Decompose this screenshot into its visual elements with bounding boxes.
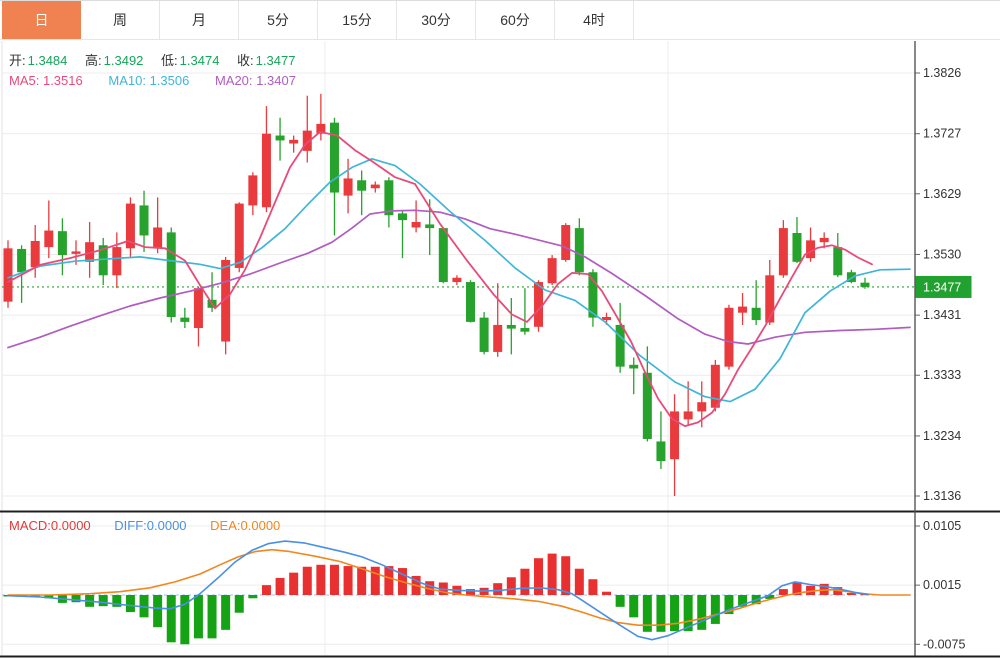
chart-area: 1.3826 1.3727 1.3629 1.3530 1.3431 1.3333 1.32… — [0, 40, 1000, 659]
tab-周[interactable]: 周 — [81, 1, 160, 39]
price-axis-label: 1.3629 — [923, 187, 961, 201]
price-axis-label: 1.3727 — [923, 127, 961, 141]
macd-axis-label: 0.0015 — [923, 578, 961, 592]
tab-30分[interactable]: 30分 — [397, 1, 476, 39]
period-toolbar: 日周月 5分 15分 30分 60分 4时 — [0, 1, 1000, 40]
current-price-badge — [915, 275, 972, 298]
tab-月[interactable]: 月 — [160, 1, 239, 39]
price-axis-label: 1.3826 — [923, 66, 961, 80]
price-axis-label: 1.3431 — [923, 308, 961, 322]
macd-axis-label: 0.0105 — [923, 519, 961, 533]
macd-axis-label: -0.0075 — [923, 637, 965, 651]
price-axis-label: 1.3530 — [923, 247, 961, 261]
tab-5分[interactable]: 5分 — [239, 1, 318, 39]
current-price-value: 1.3477 — [923, 280, 961, 294]
price-axis-label: 1.3234 — [923, 429, 961, 443]
price-axis-label: 1.3136 — [923, 489, 961, 503]
kline-chart[interactable]: 1.3826 1.3727 1.3629 1.3530 1.3431 1.3333 1.32… — [0, 40, 1000, 659]
tab-60分[interactable]: 60分 — [476, 1, 555, 39]
tab-日[interactable]: 日 — [2, 1, 81, 39]
price-axis-label: 1.3333 — [923, 368, 961, 382]
tab-4时[interactable]: 4时 — [555, 1, 634, 39]
tab-15分[interactable]: 15分 — [318, 1, 397, 39]
